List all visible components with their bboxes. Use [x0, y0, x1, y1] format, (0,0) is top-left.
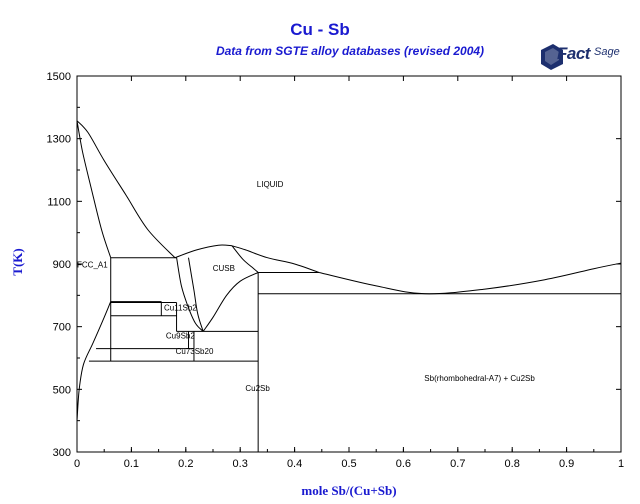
- region-label: Cu9Sb2: [166, 332, 195, 341]
- axis-ticks: 0 0.1 0.2 0.3 0.4 0.5 0.6 0.7 0.8 0.9 130050070090…: [47, 71, 625, 470]
- plot-frame: [76, 75, 622, 453]
- y-tick-label: 700: [53, 322, 71, 334]
- x-tick-label: 1: [618, 458, 624, 470]
- x-tick-label: 0.7: [450, 458, 465, 470]
- phase-boundaries: [76, 120, 622, 452]
- x-tick-label: 0.9: [559, 458, 574, 470]
- phase-boundary-sb-liquidus: [318, 262, 622, 295]
- region-label: CUSB: [213, 264, 235, 273]
- x-tick-label: 0.8: [505, 458, 520, 470]
- x-axis-label: mole Sb/(Cu+Sb): [301, 483, 396, 498]
- region-label: Cu73Sb20: [176, 347, 214, 356]
- y-axis-label: T(K): [10, 248, 25, 275]
- factsage-logo-icon: [541, 44, 563, 70]
- region-label: Cu11Sb2: [164, 304, 197, 313]
- region-label: LIQUID: [257, 180, 284, 189]
- region-label: Cu2Sb: [245, 384, 270, 393]
- phase-boundary-fcc-solvus: [76, 301, 112, 421]
- x-tick-label: 0.4: [287, 458, 302, 470]
- factsage-logo: Fact Sage: [537, 38, 623, 72]
- phase-boundary-fcc-liquidus: [76, 120, 176, 259]
- phase-boundary-fcc-solidus: [76, 120, 112, 258]
- y-tick-label: 1100: [47, 196, 71, 208]
- phase-boundary-cusb-right-1: [202, 272, 259, 332]
- region-label: Sb(rhombohedral-A7) + Cu2Sb: [424, 374, 535, 383]
- y-tick-label: 1300: [47, 134, 71, 146]
- x-tick-label: 0.3: [233, 458, 248, 470]
- phase-boundary-cusb-liquidus-right: [231, 245, 320, 273]
- region-label: FCC_A1: [77, 260, 108, 269]
- y-tick-label: 900: [53, 259, 71, 271]
- y-tick-label: 300: [53, 447, 71, 459]
- y-tick-label: 500: [53, 384, 71, 396]
- logo-text-fact: Fact: [557, 44, 590, 63]
- x-tick-label: 0.2: [178, 458, 193, 470]
- phase-boundary-cusb-left-1: [176, 257, 204, 332]
- phase-boundary-cusb-liquidus-left: [174, 244, 233, 259]
- x-tick-label: 0.6: [396, 458, 411, 470]
- diagram-title: Cu - Sb: [290, 20, 350, 39]
- x-tick-label: 0.1: [124, 458, 139, 470]
- y-tick-label: 1500: [47, 71, 71, 83]
- region-labels: LIQUID FCC_A1 CUSB Cu11Sb2 Cu9Sb2 Cu73Sb20 Cu2…: [77, 180, 535, 393]
- x-tick-label: 0.5: [341, 458, 356, 470]
- phase-boundary-cusb-right-2: [231, 245, 259, 273]
- diagram-subtitle: Data from SGTE alloy databases (revised …: [215, 44, 485, 58]
- phase-boundary-cusb-left-2: [188, 257, 204, 332]
- x-tick-label: 0: [74, 458, 80, 470]
- logo-text-sage: Sage: [594, 46, 620, 58]
